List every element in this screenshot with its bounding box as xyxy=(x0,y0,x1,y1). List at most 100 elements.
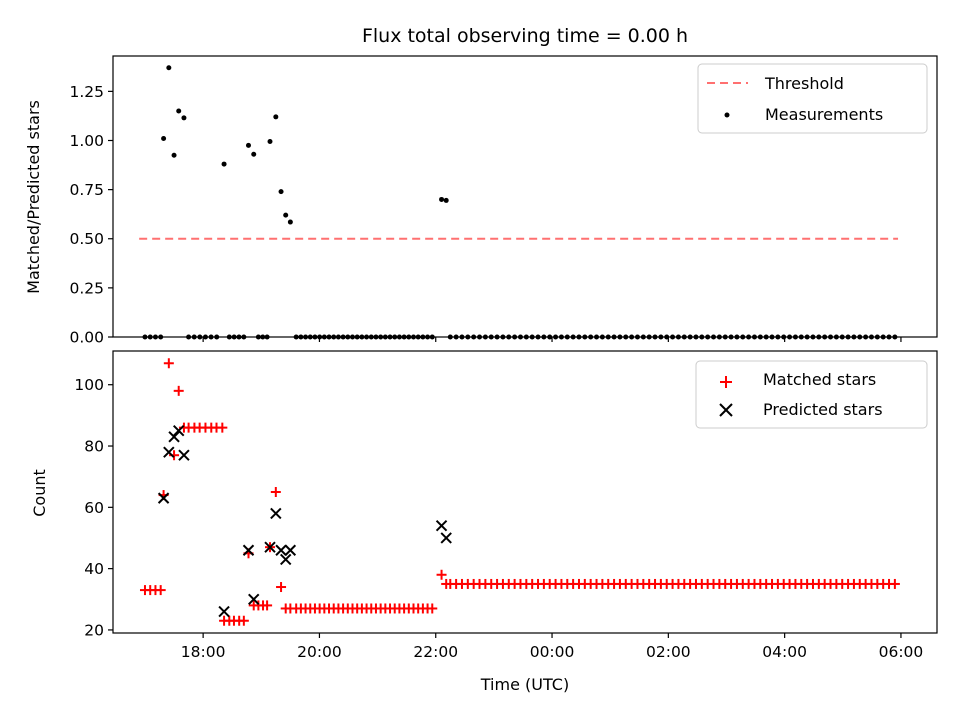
bottom-xtick-label: 00:00 xyxy=(530,643,575,661)
matched-star-point xyxy=(238,615,249,626)
predicted-star-stroke-b xyxy=(264,541,276,553)
predicted-star-stroke-b xyxy=(218,605,230,618)
matched-star-point xyxy=(270,487,281,497)
predicted-star-point xyxy=(163,446,175,458)
bottom-legend-box xyxy=(695,360,928,429)
matched-star-point xyxy=(285,603,296,614)
measurement-point xyxy=(161,136,167,142)
top-y-ticks: 0.00 0.25 0.50 0.75 1.00 1.25 xyxy=(69,83,113,347)
bottom-xtick-label: 06:00 xyxy=(879,643,924,661)
top-legend-box xyxy=(697,63,928,134)
predicted-star-stroke-b xyxy=(157,492,170,504)
measurement-point xyxy=(181,115,187,121)
bottom-y-ticks: 20 40 60 80 100 xyxy=(74,376,113,639)
matched-star-point xyxy=(441,578,452,589)
matched-star-point xyxy=(889,578,900,589)
predicted-star-stroke-b xyxy=(280,553,292,566)
matched-star-point xyxy=(436,569,447,580)
predicted-star-point xyxy=(440,532,452,544)
top-ytick-label: 0.25 xyxy=(69,279,104,297)
bottom-legend: Matched stars Predicted stars xyxy=(695,360,928,429)
measurement-point xyxy=(171,152,177,158)
top-ytick-label: 1.25 xyxy=(69,83,104,101)
bottom-ytick-label: 60 xyxy=(84,499,104,517)
predicted-star-stroke-b xyxy=(178,449,190,461)
matched-star-point xyxy=(276,582,287,593)
top-frame xyxy=(112,55,938,338)
predicted-star-point xyxy=(275,544,287,556)
measurement-point xyxy=(278,189,284,195)
bottom-frame xyxy=(112,350,938,634)
predicted-star-point xyxy=(248,593,260,605)
bottom-xtick-label: 02:00 xyxy=(646,643,691,661)
legend-predicted-swatch xyxy=(719,403,733,417)
measurement-point xyxy=(166,65,172,71)
top-title: Flux total observing time = 0.00 h xyxy=(362,25,688,47)
bottom-ytick-label: 20 xyxy=(84,621,104,639)
predicted-star-point xyxy=(178,449,190,461)
predicted-star-point xyxy=(157,492,170,504)
top-ytick-label: 0.00 xyxy=(69,329,104,347)
measurement-point xyxy=(251,151,257,157)
matched-star-point xyxy=(155,585,166,596)
predicted-star-stroke-b xyxy=(440,532,452,544)
predicted-star-point xyxy=(270,507,282,520)
top-panel: Flux total observing time = 0.00 h 0.000… xyxy=(24,25,938,347)
matched-star-point xyxy=(173,385,184,396)
top-ytick-label: 1.00 xyxy=(69,132,104,150)
measurement-point xyxy=(267,138,273,144)
measurement-point xyxy=(176,108,182,114)
legend-matched-swatch xyxy=(720,376,732,388)
bottom-ytick-label: 100 xyxy=(74,376,104,394)
top-ytick-label: 0.75 xyxy=(69,181,104,199)
predicted-star-stroke-b xyxy=(242,544,255,556)
top-y-label: Matched/Predicted stars xyxy=(24,100,43,294)
measurement-point xyxy=(283,212,289,218)
bottom-y-label: Count xyxy=(30,469,49,517)
predicted-star-stroke-b xyxy=(163,446,175,458)
measurement-point xyxy=(245,142,251,148)
matched-star-point xyxy=(217,422,228,433)
measurement-point xyxy=(221,161,227,167)
measurement-point xyxy=(273,114,279,120)
measurement-point xyxy=(287,219,293,225)
bottom-marks xyxy=(139,358,900,626)
legend-measurements-swatch xyxy=(724,112,730,118)
bottom-xtick-label: 20:00 xyxy=(297,643,342,661)
top-ytick-label: 0.50 xyxy=(69,230,104,248)
legend-threshold-label: Threshold xyxy=(764,74,844,93)
predicted-star-point xyxy=(264,541,276,553)
predicted-star-stroke-b xyxy=(168,431,180,443)
matched-star-point xyxy=(427,603,438,614)
predicted-star-point xyxy=(218,605,230,618)
matched-star-point xyxy=(163,358,174,369)
predicted-star-point xyxy=(173,424,185,437)
bottom-x-label: Time (UTC) xyxy=(480,675,569,694)
bottom-x-ticks: 18:00 20:00 22:00 00:00 02:00 04:00 06:00 xyxy=(181,633,923,661)
predicted-star-stroke-b xyxy=(435,520,448,532)
predicted-star-point xyxy=(435,520,448,532)
measurement-point xyxy=(443,197,449,203)
bottom-xtick-label: 22:00 xyxy=(413,643,458,661)
bottom-xtick-label: 18:00 xyxy=(181,643,226,661)
legend-measurements-label: Measurements xyxy=(765,105,883,124)
predicted-star-point xyxy=(242,544,255,556)
predicted-star-point xyxy=(280,553,292,566)
predicted-star-stroke-b xyxy=(270,507,282,520)
predicted-star-stroke-b xyxy=(173,424,185,437)
predicted-star-point xyxy=(284,544,297,556)
bottom-xtick-label: 04:00 xyxy=(762,643,807,661)
predicted-star-stroke-b xyxy=(284,544,297,556)
legend-matched-label: Matched stars xyxy=(763,370,876,389)
predicted-star-stroke-b xyxy=(248,593,260,605)
bottom-panel: 20 40 60 80 100 18:00 20:00 22:00 00:00 02:00 04:… xyxy=(30,350,938,694)
matched-star-point xyxy=(262,600,273,611)
bottom-ytick-label: 80 xyxy=(84,438,104,456)
top-legend: Threshold Measurements xyxy=(697,63,928,134)
predicted-star-stroke-b xyxy=(275,544,287,556)
bottom-ytick-label: 40 xyxy=(84,560,104,578)
measurement-point xyxy=(439,196,445,202)
predicted-star-point xyxy=(168,431,180,443)
legend-predicted-label: Predicted stars xyxy=(763,400,883,419)
